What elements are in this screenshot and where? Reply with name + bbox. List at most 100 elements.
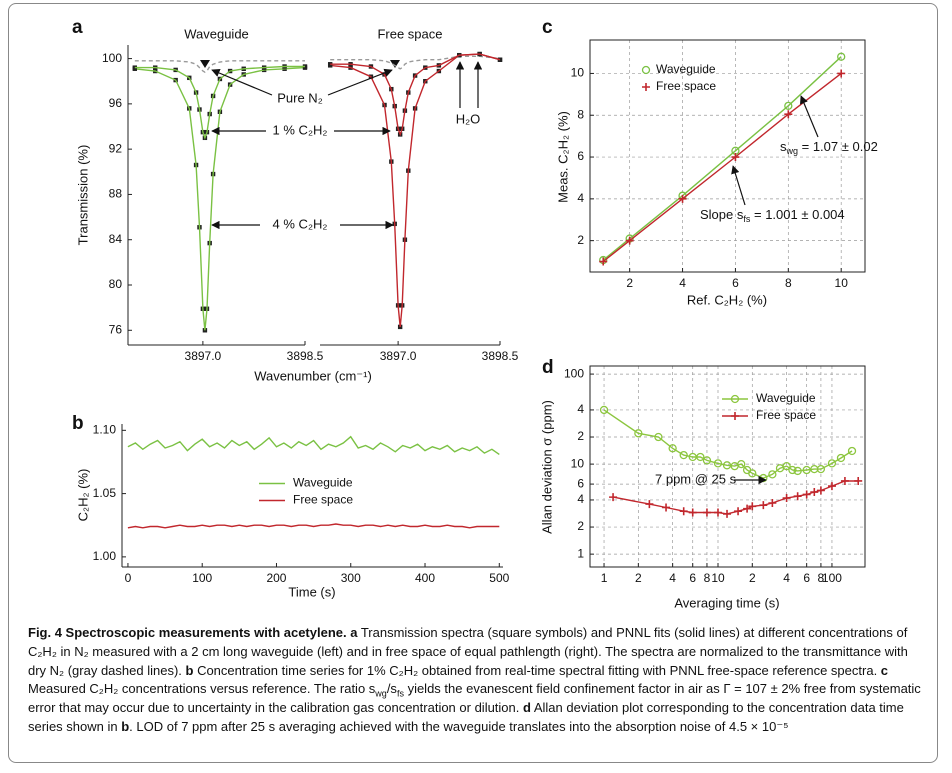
legend-label: Waveguide [756, 391, 816, 405]
y-tick-label: 6 [577, 149, 584, 163]
series-line [602, 56, 842, 261]
caption-run: Transmission spectra (square symbols) an… [28, 625, 908, 678]
y-tick-label: 76 [109, 322, 123, 336]
x-tick-label: 8 [818, 571, 825, 585]
y-tick-label: 1 [577, 546, 584, 560]
legend-label: Free space [293, 493, 353, 507]
legend-label: Free space [756, 408, 816, 422]
x-tick-label: 3898.5 [287, 349, 324, 363]
x-tick-label: 8 [704, 571, 711, 585]
x-tick-label: 0 [125, 571, 132, 585]
y-tick-label: 4 [577, 492, 584, 506]
y-axis-label: C₂H₂ (%) [75, 469, 90, 522]
caption-run: Fig. 4 Spectroscopic measurements with a… [28, 625, 358, 640]
caption-run: Allan deviation plot corresponding to th… [28, 700, 904, 734]
legend-label: Free space [656, 79, 716, 93]
data-point [702, 456, 712, 465]
text-run: Slope s [700, 207, 744, 222]
text-run: = 1.07 ± 0.02 [798, 139, 878, 154]
panel-letter: d [542, 357, 554, 378]
data-point [599, 405, 609, 415]
x-tick-label: 10 [711, 571, 725, 585]
x-tick-label: 6 [803, 571, 810, 585]
caption-run: Concentration time series for 1% C₂H₂ ob… [193, 662, 881, 678]
series-line [330, 53, 501, 137]
data-point [847, 446, 857, 456]
panel-letter: a [72, 17, 83, 38]
arrow [211, 69, 273, 96]
x-axis-label: Averaging time (s) [674, 595, 779, 610]
x-tick-label: 100 [192, 571, 212, 585]
series-line [134, 60, 305, 74]
legend-label: Waveguide [656, 62, 716, 76]
x-tick-label: 500 [489, 571, 509, 585]
caption-run: . LOD of 7 ppm after 25 s averaging achi… [129, 718, 789, 734]
y-tick-label: 8 [577, 107, 584, 121]
plot-frame [589, 365, 866, 568]
y-tick-label: 2 [577, 233, 584, 247]
figure: a Transmission (%) Wavenumber (cm⁻¹) 3897.0… [72, 17, 878, 610]
y-tick-label: 2 [577, 429, 584, 443]
data-point [668, 444, 677, 453]
text-run: s [780, 139, 787, 154]
figure-border [8, 3, 938, 763]
caption-run: Measured C₂H₂ concentrations versus refe… [28, 681, 376, 697]
legend-label: Waveguide [293, 476, 353, 490]
x-axis-label: Ref. C₂H₂ (%) [687, 292, 767, 307]
series-line [330, 53, 501, 327]
text-run: wg [786, 146, 799, 156]
y-tick-label: 96 [109, 96, 123, 110]
x-tick-label: 2 [626, 276, 633, 290]
data-point [827, 459, 837, 468]
panel-title: Free space [377, 26, 442, 41]
panel-letter: b [72, 413, 84, 434]
arrow [327, 68, 393, 96]
y-tick-label: 10 [571, 456, 585, 470]
x-tick-label: 3897.0 [185, 349, 222, 363]
n2-marker [390, 60, 400, 68]
caption-run: d [523, 700, 531, 716]
y-tick-label: 100 [102, 51, 122, 65]
series-line [612, 480, 859, 515]
x-tick-label: 4 [679, 276, 686, 290]
y-tick-label: 1.00 [93, 549, 117, 563]
y-tick-label: 10 [571, 66, 585, 80]
y-tick-label: 88 [109, 187, 123, 201]
series-line [127, 523, 500, 529]
x-tick-label: 6 [732, 276, 739, 290]
data-point [327, 62, 333, 67]
series-line [330, 55, 501, 70]
data-point [599, 257, 608, 266]
caption-run: wg [375, 688, 387, 699]
y-axis-label: Meas. C₂H₂ (%) [555, 111, 570, 203]
annotation: swg = 1.07 ± 0.02 [780, 139, 878, 156]
caption-run: b [185, 662, 194, 678]
data-point [737, 459, 746, 469]
y-tick-label: 1.05 [93, 486, 117, 500]
x-tick-label: 400 [415, 571, 435, 585]
data-point [497, 57, 503, 62]
y-tick-label: 1.10 [93, 422, 117, 436]
y-axis-label: Transmission (%) [75, 145, 90, 246]
x-tick-label: 2 [635, 571, 642, 585]
y-tick-label: 6 [577, 476, 584, 490]
data-point [713, 459, 723, 468]
panel-title: Waveguide [184, 26, 249, 41]
y-tick-label: 2 [577, 519, 584, 533]
data-point [837, 52, 846, 61]
annotation: Slope sfs = 1.001 ± 0.004 [700, 207, 845, 224]
legend-marker [730, 394, 740, 404]
arrow [731, 165, 746, 206]
y-tick-label: 4 [577, 191, 584, 205]
plot-frame [589, 39, 866, 273]
data-point [836, 453, 846, 463]
annotation: H₂O [456, 111, 481, 126]
data-point [782, 461, 791, 471]
x-tick-label: 100 [822, 571, 842, 585]
caption-run: fs [396, 688, 404, 699]
annotation: Pure N₂ [277, 90, 323, 105]
x-tick-label: 200 [266, 571, 286, 585]
x-tick-label: 8 [785, 276, 792, 290]
y-tick-label: 80 [109, 277, 123, 291]
